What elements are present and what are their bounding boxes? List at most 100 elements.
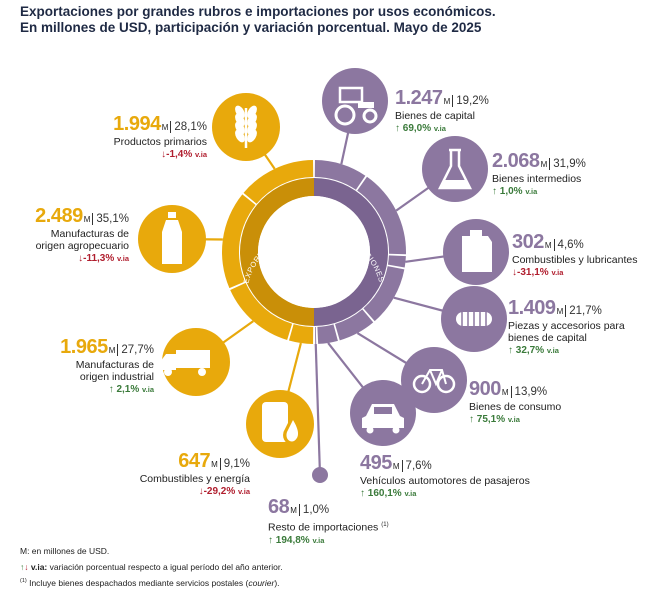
bottle-icon (162, 212, 182, 264)
barrel-drop-icon (262, 402, 300, 444)
unit: M (290, 506, 297, 515)
unit: M (443, 97, 451, 106)
label-manufacturas-industrial: 1.965M 27,7% Manufacturas de origen indus… (60, 336, 154, 397)
value: 1.409 (508, 297, 556, 319)
arrow-down-icon: ↓ (161, 149, 167, 160)
label-bienes-capital: 1.247M 19,2% Bienes de capital ↑ 69,0% v.… (395, 87, 489, 136)
tractor-icon (334, 86, 378, 126)
share: 28,1% (170, 121, 207, 133)
share: 19,2% (452, 95, 489, 107)
share: 21,7% (565, 305, 602, 317)
arrow-up-icon: ↑ (20, 562, 25, 572)
unit: M (392, 462, 400, 471)
ring-center (258, 196, 370, 308)
variation: ↑ 194,8% v.ia (268, 534, 325, 546)
category-name-1: Piezas y accesorios para (508, 320, 625, 332)
value: 68 (268, 496, 290, 518)
arrow-up-icon: ↑ (360, 488, 365, 499)
category-name-1: Manufacturas de (75, 359, 154, 371)
ring-segment-exp-3 (288, 324, 314, 344)
value: 2.489 (35, 205, 83, 227)
footer-via-note: ↑↓ v.ia: variación porcentual respecto a… (20, 562, 283, 572)
category-name: Resto de importaciones (1) (268, 521, 389, 534)
label-piezas-accesorios: 1.409M 21,7% Piezas y accesorios para bie… (508, 297, 625, 358)
unit: M (83, 215, 91, 224)
ring-segment-imp-1 (357, 176, 406, 255)
unit: M (501, 388, 509, 397)
arrow-down-icon: ↓ (512, 267, 517, 278)
connector-imp-6 (314, 343, 322, 476)
category-name-2: origen agropecuario (35, 240, 129, 252)
title-line-2: En millones de USD, participación y vari… (20, 20, 482, 35)
unit: M (540, 160, 548, 169)
ring-segment-exp-0 (243, 160, 314, 204)
share: 4,6% (553, 239, 584, 251)
share: 7,6% (401, 460, 432, 472)
value: 1.994 (113, 113, 161, 135)
category-name: Bienes de capital (395, 110, 475, 122)
arrow-up-icon: ↑ (108, 384, 114, 395)
jerrycan-icon (462, 230, 492, 272)
ring-segment-imp-3 (363, 266, 405, 322)
flask-icon (437, 148, 473, 190)
unit: M (544, 241, 552, 250)
category-name: Combustibles y energía (139, 473, 250, 485)
ring-segment-imp-4 (334, 309, 374, 341)
share: 9,1% (219, 458, 250, 470)
category-name: Bienes de consumo (469, 401, 562, 413)
variation: ↓-31,1% v.ia (512, 267, 564, 278)
label-combustibles-energia: 647M 9,1% Combustibles y energía ↓-29,2% … (140, 450, 250, 499)
ring-inner-exports (240, 178, 314, 326)
value: 1.965 (60, 336, 108, 358)
variation: ↑ 75,1% v.ia (469, 414, 520, 425)
category-name: Productos primarios (113, 136, 207, 148)
share: 27,7% (117, 344, 154, 356)
unit: M (556, 307, 564, 316)
footer-courier-note: (1) Incluye bienes despachados mediante … (20, 578, 280, 588)
value: 495 (360, 452, 392, 474)
part-icon (456, 312, 492, 326)
category-name: Bienes intermedios (492, 173, 582, 185)
arrow-down-icon: ↓ (24, 562, 29, 572)
share: 35,1% (92, 213, 129, 225)
value: 1.247 (395, 87, 443, 109)
label-manufacturas-agropecuario: 2.489M 35,1% Manufacturas de origen agrop… (35, 205, 129, 266)
arrow-down-icon: ↓ (198, 486, 204, 497)
share: 13,9% (510, 386, 548, 398)
ring-segment-exp-1 (222, 194, 256, 289)
car-icon (362, 404, 404, 434)
icon-circles (138, 68, 509, 483)
variation: ↓-1,4% v.ia (161, 149, 207, 160)
ring-segment-imp-6 (315, 326, 317, 344)
label-bienes-consumo: 900M 13,9% Bienes de consumo ↑ 75,1% v.ia (469, 378, 561, 427)
ring-segment-imp-5 (317, 324, 338, 344)
title-line-1: Exportaciones por grandes rubros e impor… (20, 4, 496, 19)
chart-title: Exportaciones por grandes rubros e impor… (20, 4, 496, 36)
value: 302 (512, 231, 544, 253)
ring-segment-exp-2 (230, 282, 293, 340)
footer-unit-note: M: en millones de USD. (20, 546, 110, 556)
label-resto-importaciones: 68M 1,0% Resto de importaciones (1) ↑ 194… (268, 496, 389, 548)
value: 2.068 (492, 150, 540, 172)
value: 647 (178, 450, 211, 472)
category-name: Combustibles y lubricantes (512, 254, 638, 266)
bicycle-icon (412, 369, 456, 394)
category-name-2: origen industrial (79, 371, 154, 383)
icon-circle-imp-1 (422, 136, 488, 202)
unit: M (211, 460, 218, 469)
ring-segment-imp-0 (314, 160, 366, 190)
share: 1,0% (298, 504, 330, 516)
variation: ↑ 2,1% v.ia (108, 384, 154, 395)
unit: M (108, 346, 116, 355)
arrow-up-icon: ↑ (395, 123, 400, 134)
arrow-up-icon: ↑ (469, 414, 474, 425)
arrow-up-icon: ↑ (268, 534, 273, 546)
arrow-down-icon: ↓ (78, 253, 84, 264)
value: 900 (469, 378, 501, 400)
label-combustibles-lubricantes: 302M 4,6% Combustibles y lubricantes ↓-31… (512, 231, 637, 280)
category-name-2: bienes de capital (508, 332, 587, 344)
truck-icon (160, 350, 210, 376)
arrow-up-icon: ↑ (508, 345, 513, 356)
label-vehiculos: 495M 7,6% Vehículos automotores de pasaje… (360, 452, 530, 501)
